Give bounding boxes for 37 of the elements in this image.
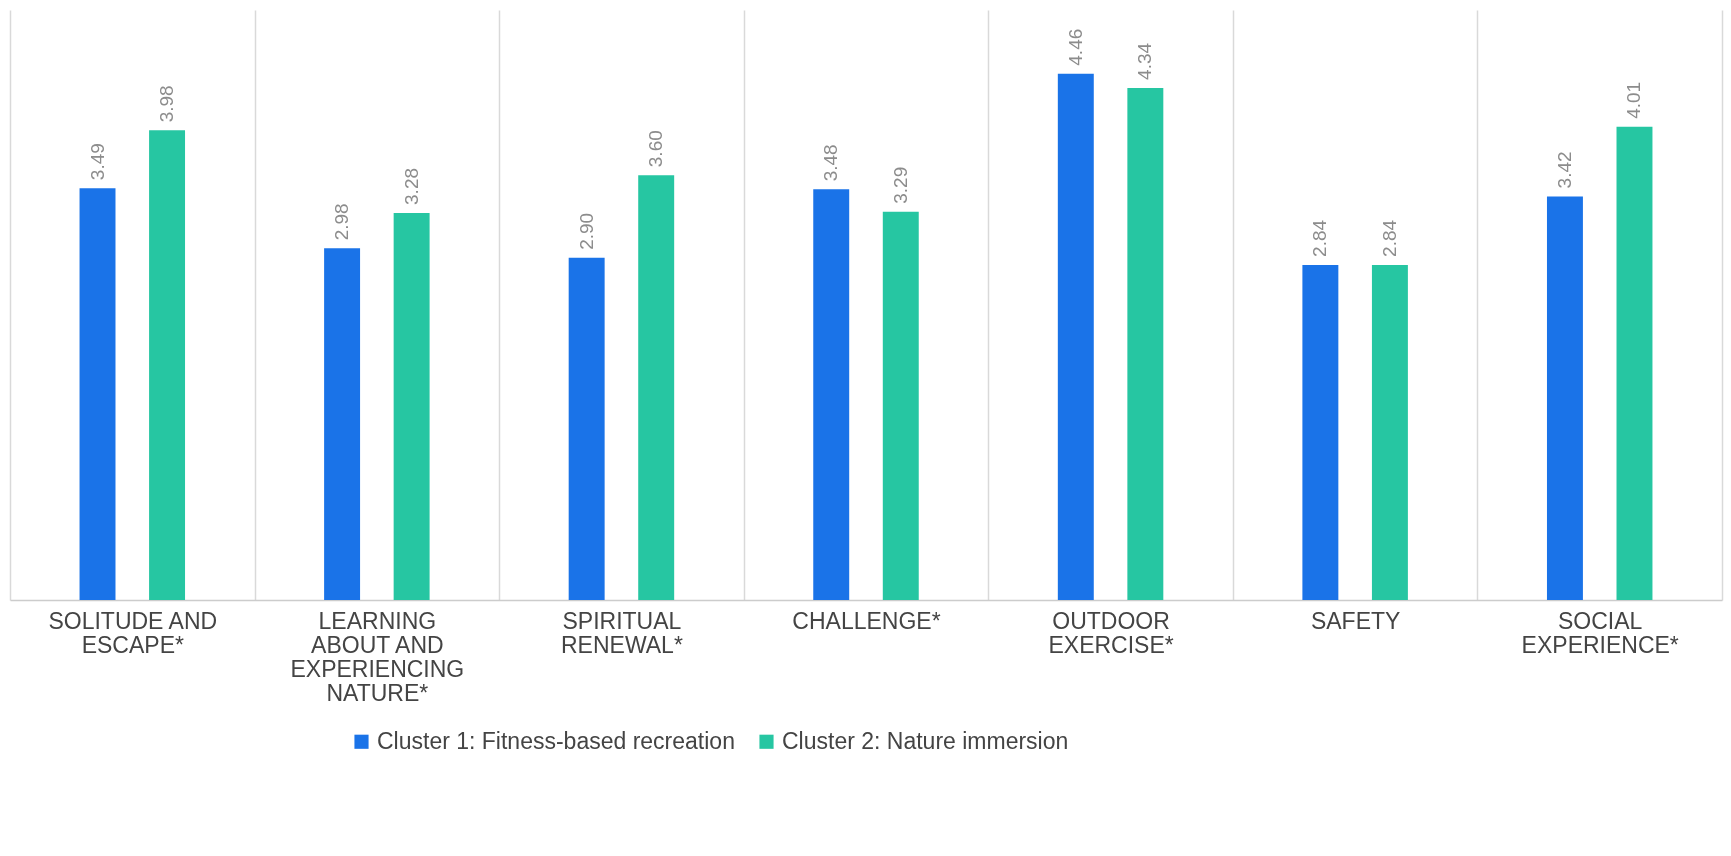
bar (324, 248, 361, 600)
bar (1057, 73, 1094, 600)
bar (882, 211, 919, 600)
data-label: 2.84 (1309, 219, 1331, 257)
x-tick-label: LEARNING ABOUT AND EXPERIENCING NATURE* (290, 607, 465, 706)
legend-label: Cluster 1: Fitness-based recreation (377, 727, 735, 754)
bar (1371, 264, 1408, 600)
x-tick-label: SAFETY (1310, 607, 1401, 634)
bar (568, 257, 605, 600)
bar (813, 189, 850, 600)
legend-label: Cluster 2: Nature immersion (782, 727, 1069, 754)
data-label: 2.84 (1378, 219, 1400, 257)
bar (79, 188, 116, 600)
x-tick-label: OUTDOOR EXERCISE* (1048, 607, 1174, 658)
data-label: 3.28 (400, 167, 422, 205)
data-label: 3.42 (1553, 151, 1575, 189)
x-tick-label: SOCIAL EXPERIENCE* (1521, 607, 1679, 658)
bar (1127, 87, 1164, 600)
data-label: 3.48 (820, 144, 842, 182)
bar (638, 175, 675, 600)
data-label: 3.49 (86, 143, 108, 181)
bar (149, 130, 186, 600)
data-label: 2.90 (575, 212, 597, 250)
x-tick-label: SPIRITUAL RENEWAL* (561, 607, 683, 658)
data-label: 3.60 (645, 130, 667, 168)
x-tick-label: SOLITUDE AND ESCAPE* (48, 607, 218, 658)
x-tick-label: CHALLENGE* (792, 607, 941, 634)
data-label: 4.34 (1134, 42, 1156, 80)
data-label: 4.01 (1623, 81, 1645, 119)
data-label: 2.98 (331, 203, 353, 241)
data-label: 3.29 (889, 166, 911, 204)
data-label: 4.46 (1064, 28, 1086, 66)
bar (1302, 264, 1339, 600)
bar (393, 212, 430, 600)
bar (1546, 196, 1583, 600)
bar (1616, 126, 1653, 600)
data-label: 3.98 (156, 85, 178, 123)
